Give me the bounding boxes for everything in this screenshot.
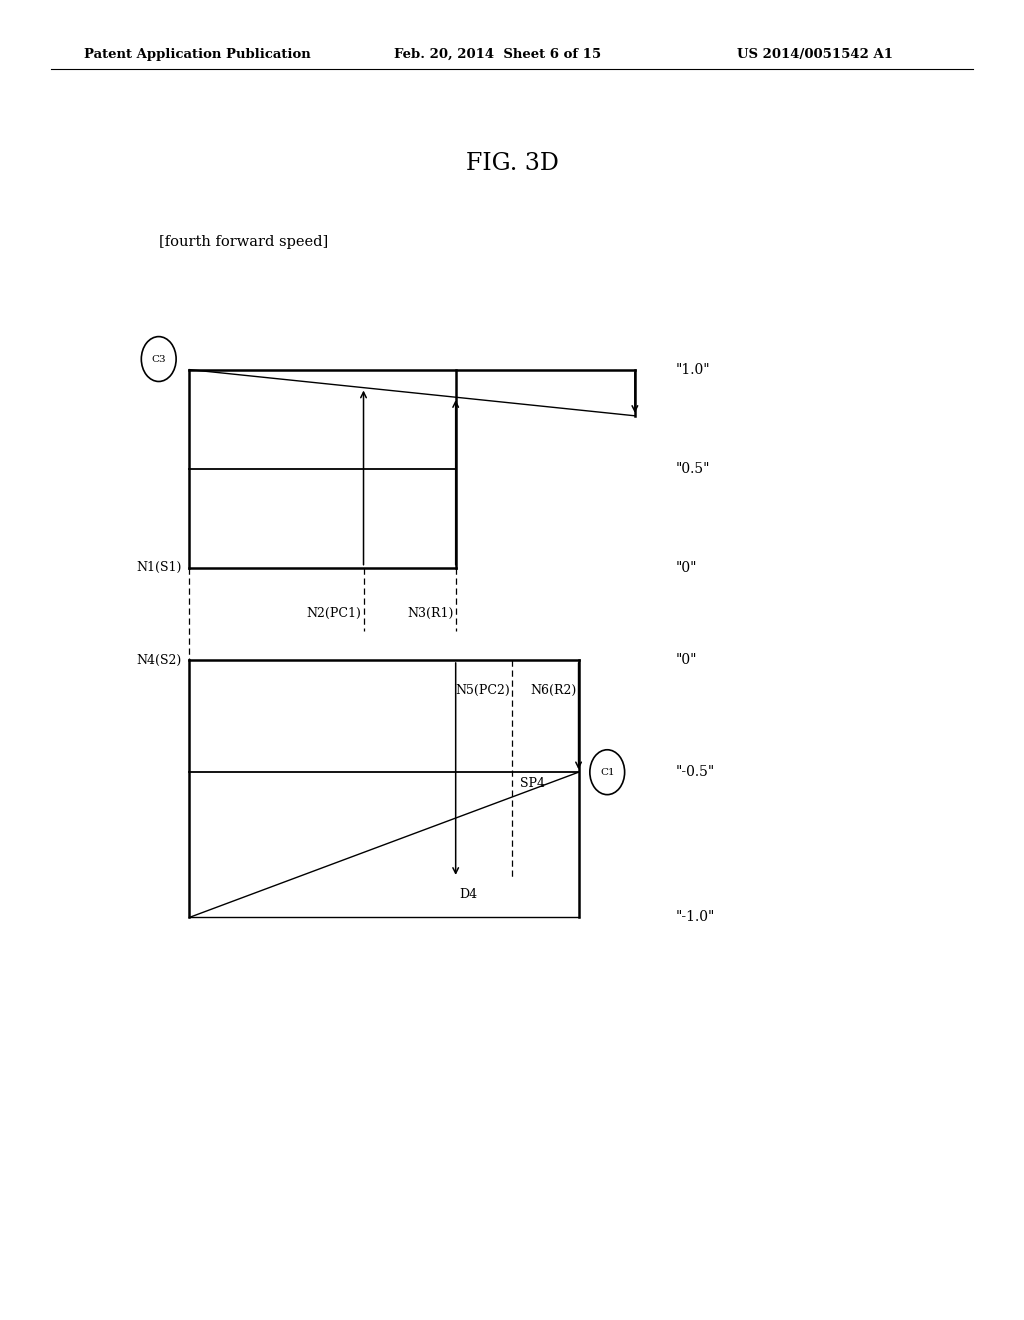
Text: N6(R2): N6(R2) xyxy=(530,684,577,697)
Text: D4: D4 xyxy=(460,888,478,902)
Text: [fourth forward speed]: [fourth forward speed] xyxy=(159,235,328,249)
Text: C3: C3 xyxy=(152,355,166,363)
Text: N3(R1): N3(R1) xyxy=(408,607,454,620)
Text: "0": "0" xyxy=(676,653,697,667)
Text: N5(PC2): N5(PC2) xyxy=(456,684,510,697)
Text: FIG. 3D: FIG. 3D xyxy=(466,152,558,174)
Text: C1: C1 xyxy=(600,768,614,776)
Text: "0": "0" xyxy=(676,561,697,574)
Text: US 2014/0051542 A1: US 2014/0051542 A1 xyxy=(737,48,893,61)
Text: "0.5": "0.5" xyxy=(676,462,711,475)
Text: "1.0": "1.0" xyxy=(676,363,711,376)
Text: "-0.5": "-0.5" xyxy=(676,766,715,779)
Text: Patent Application Publication: Patent Application Publication xyxy=(84,48,310,61)
Text: N4(S2): N4(S2) xyxy=(136,653,181,667)
Text: "-1.0": "-1.0" xyxy=(676,911,715,924)
Text: Feb. 20, 2014  Sheet 6 of 15: Feb. 20, 2014 Sheet 6 of 15 xyxy=(394,48,601,61)
Text: SP4: SP4 xyxy=(520,777,545,791)
Text: N2(PC1): N2(PC1) xyxy=(306,607,361,620)
Text: N1(S1): N1(S1) xyxy=(136,561,181,574)
